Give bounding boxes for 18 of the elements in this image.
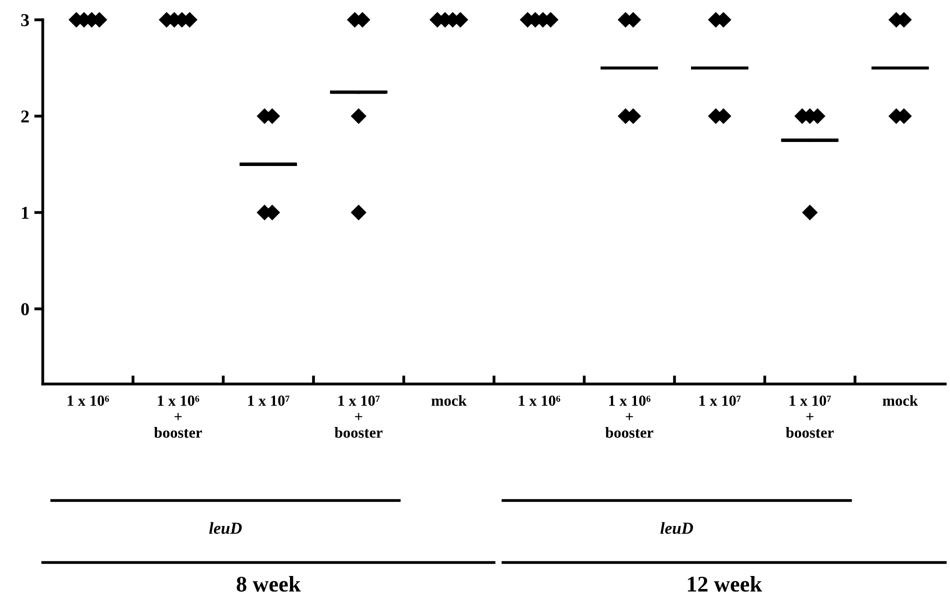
y-tick-label: 1 (22, 206, 29, 219)
x-tick-label: 1 x 10⁶ (68, 396, 109, 406)
x-tick-label: 1 x 10⁷ + booster (334, 396, 382, 438)
x-tick-label: mock (431, 395, 467, 406)
text: 8 week (236, 576, 301, 592)
text: leuD (209, 522, 242, 534)
x-tick-label: 1 x 10⁷ (248, 396, 290, 406)
x-tick-label: 1 x 10⁷ (699, 396, 741, 406)
text: leuD (660, 522, 694, 534)
x-tick-label: 1 x 10⁶ (518, 396, 560, 406)
y-tick-label: 2 (21, 110, 29, 122)
x-tick-label: mock (882, 395, 918, 406)
y-tick-label: 3 (21, 14, 29, 26)
x-tick-label: 1 x 10⁷ + booster (786, 396, 834, 438)
y-tick-label: 0 (21, 303, 29, 316)
x-tick-label: 1 x 10⁶ + booster (154, 396, 202, 438)
x-tick-label: 1 x 10⁶ + booster (605, 396, 654, 438)
text: 12 week (688, 576, 762, 592)
